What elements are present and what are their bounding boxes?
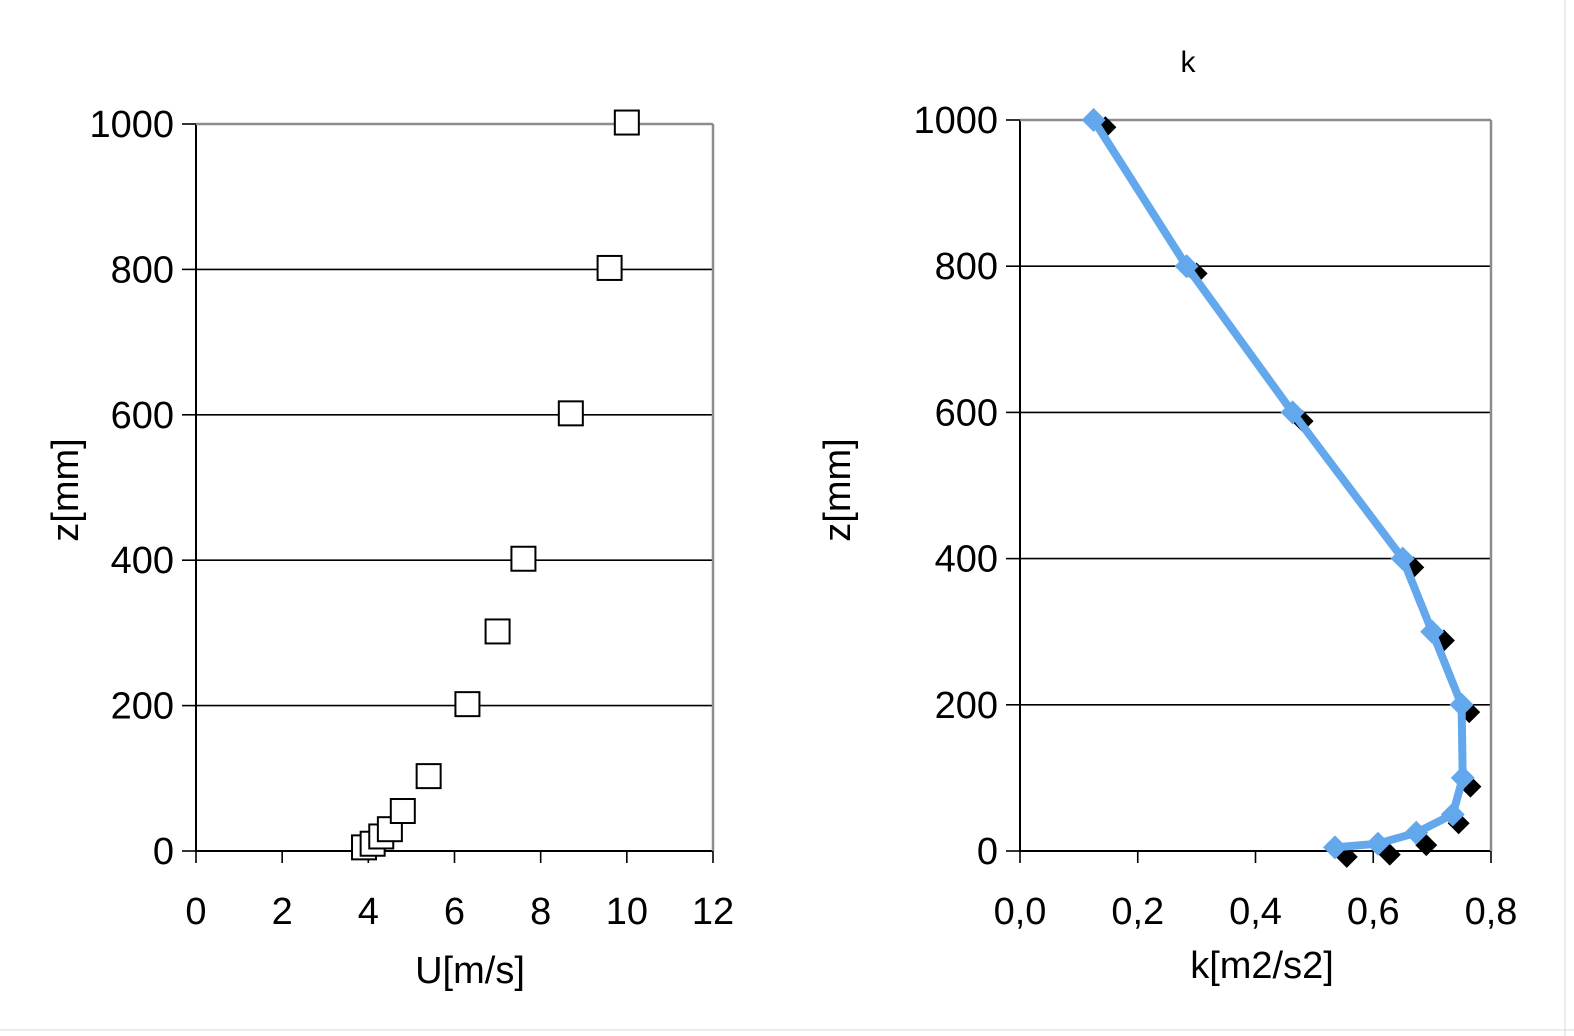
data-point-diamond-blue: [1081, 108, 1106, 132]
x-tick-label: 0,0: [994, 891, 1047, 933]
y-tick-label: 800: [111, 249, 174, 291]
x-tick-label: 4: [358, 891, 379, 933]
data-point-diamond-blue: [1280, 400, 1305, 425]
x-axis-title: U[m/s]: [415, 950, 525, 992]
x-tick-label: 0,4: [1229, 891, 1282, 933]
x-tick-label: 0,2: [1111, 891, 1164, 933]
y-tick-label: 600: [935, 392, 998, 434]
x-tick-label: 12: [692, 891, 734, 933]
y-tick-label: 800: [935, 246, 998, 288]
x-tick-label: 0: [185, 891, 206, 933]
data-point-diamond-blue: [1449, 692, 1474, 717]
y-tick-label: 1000: [913, 100, 998, 142]
data-point-square: [596, 254, 623, 281]
x-tick-label: 8: [530, 891, 551, 933]
data-point-diamond-blue: [1390, 546, 1415, 571]
chart-title: k: [1181, 46, 1197, 79]
data-point-diamond-blue: [1174, 254, 1199, 279]
data-point-square: [484, 618, 511, 645]
data-point-square: [415, 763, 442, 790]
x-tick-label: 6: [444, 891, 465, 933]
y-tick-label: 0: [977, 831, 998, 873]
x-tick-label: 2: [272, 891, 293, 933]
data-point-square: [510, 545, 537, 572]
data-point-diamond-blue: [1365, 831, 1390, 856]
y-axis-title: z[mm]: [45, 438, 87, 541]
x-tick-label: 0,6: [1347, 891, 1400, 933]
y-tick-label: 400: [111, 540, 174, 582]
x-tick-label: 0,8: [1465, 891, 1518, 933]
data-point-diamond-blue: [1420, 619, 1445, 644]
data-point-diamond-blue: [1440, 802, 1465, 827]
velocity-profile-chart: 0 200 400 600 800 1000 0 2 4 6 8 10 12 U[m/s] z[mm]: [45, 104, 734, 992]
y-tick-label: 0: [153, 831, 174, 873]
data-point-square: [557, 400, 584, 427]
y-tick-label: 200: [111, 686, 174, 728]
y-tick-label: 200: [935, 685, 998, 727]
x-tick-label: 10: [606, 891, 648, 933]
data-point-diamond-blue: [1322, 835, 1347, 860]
tke-profile-chart: k 0 200 400 600 800 1000 0,0 0,2 0,4 0,6 0,8 k[m2/…: [817, 46, 1517, 987]
y-tick-label: 1000: [89, 104, 174, 146]
data-point-diamond-blue: [1450, 765, 1475, 790]
data-point-square: [389, 798, 416, 825]
data-point-square: [454, 691, 481, 718]
series-line-blue: [1089, 116, 1467, 852]
y-axis-title: z[mm]: [817, 438, 859, 541]
y-tick-label: 600: [111, 395, 174, 437]
data-point-square: [613, 109, 640, 136]
data-point-diamond-blue: [1404, 820, 1429, 845]
x-axis-title: k[m2/s2]: [1190, 945, 1334, 987]
y-tick-label: 400: [935, 539, 998, 581]
